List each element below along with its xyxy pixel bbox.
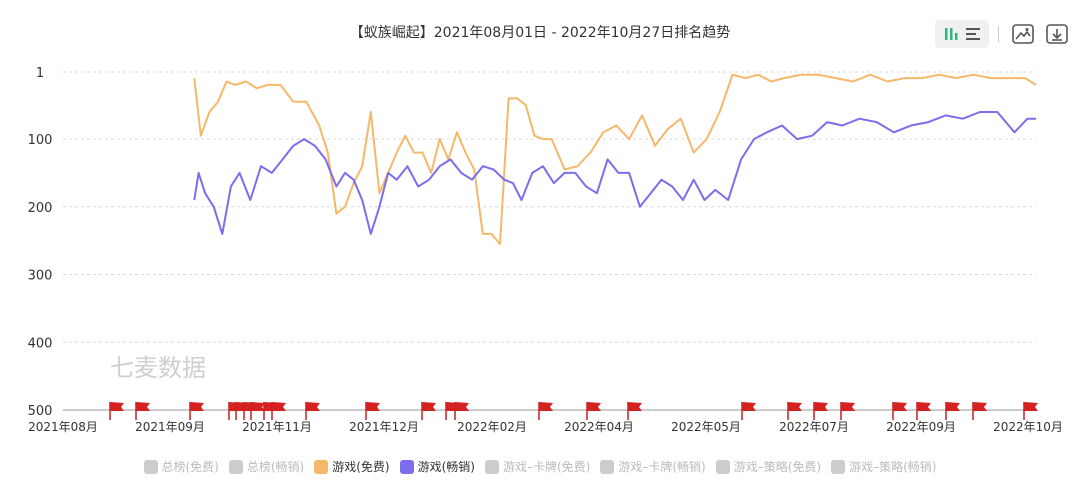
legend-item[interactable]: 游戏–策略(免费) xyxy=(715,458,822,475)
flag-cloth xyxy=(110,402,124,411)
event-flag xyxy=(305,402,320,420)
legend-item[interactable]: 总榜(免费) xyxy=(143,458,219,475)
legend-item[interactable]: 游戏(畅销) xyxy=(399,458,475,475)
x-tick-label: 2022年07月 xyxy=(779,420,849,434)
x-tick-label: 2022年05月 xyxy=(671,420,741,434)
legend-item[interactable]: 游戏–卡牌(畅销) xyxy=(600,458,706,475)
event-flag xyxy=(538,402,553,420)
y-tick-label: 400 xyxy=(28,336,53,351)
series-line-game-free xyxy=(193,73,1037,245)
legend-label: 游戏–卡牌(免费) xyxy=(503,460,591,474)
y-tick-label: 100 xyxy=(28,133,53,148)
legend-swatch xyxy=(831,459,846,474)
legend-item[interactable]: 游戏–卡牌(免费) xyxy=(485,458,590,475)
event-flag xyxy=(972,402,987,420)
flag-cloth xyxy=(272,402,286,411)
flag-cloth xyxy=(587,402,601,411)
event-flag xyxy=(271,402,286,420)
event-flag xyxy=(840,402,855,420)
event-flag xyxy=(813,402,828,420)
series-line-game-grossing xyxy=(193,111,1036,235)
flag-cloth xyxy=(366,402,380,411)
download-icon[interactable] xyxy=(1045,22,1069,46)
legend-item[interactable]: 总榜(畅销) xyxy=(228,458,305,475)
legend-item[interactable]: 游戏(免费) xyxy=(314,458,390,475)
event-flag xyxy=(454,402,469,420)
legend-swatch xyxy=(314,459,329,474)
event-flag xyxy=(627,402,642,420)
bar-view-icon[interactable] xyxy=(941,24,961,44)
flag-cloth xyxy=(136,402,150,411)
legend-swatch xyxy=(715,459,730,474)
flag-cloth xyxy=(973,402,987,411)
y-tick-label: 200 xyxy=(28,201,53,216)
toolbar-divider xyxy=(998,26,999,42)
legend-label: 总榜(免费) xyxy=(161,460,219,474)
flag-cloth xyxy=(190,402,204,411)
legend-label: 游戏–策略(免费) xyxy=(733,460,822,474)
legend-label: 游戏–卡牌(畅销) xyxy=(618,460,706,474)
watermark: 七麦数据 xyxy=(110,354,206,382)
x-tick-label: 2021年12月 xyxy=(349,420,419,434)
legend: 总榜(免费) 总榜(畅销) 游戏(免费) 游戏(畅销) 游戏–卡牌(免费) 游戏–卡牌(畅… xyxy=(0,458,1080,475)
flag-cloth xyxy=(841,402,855,411)
view-toggle xyxy=(935,20,989,48)
flag-cloth xyxy=(455,402,469,411)
legend-label: 总榜(畅销) xyxy=(246,460,305,474)
image-save-icon[interactable] xyxy=(1011,22,1035,46)
legend-swatch xyxy=(485,459,499,474)
event-flag xyxy=(421,402,436,420)
y-tick-label: 500 xyxy=(28,404,53,419)
legend-label: 游戏(畅销) xyxy=(417,460,475,474)
flag-cloth xyxy=(814,402,828,411)
event-flag xyxy=(1023,402,1038,420)
flag-cloth xyxy=(251,402,265,411)
x-tick-label: 2022年02月 xyxy=(457,420,527,434)
flag-cloth xyxy=(742,402,756,411)
event-flags xyxy=(109,402,1038,420)
x-tick-label: 2021年08月 xyxy=(28,420,98,434)
flag-cloth xyxy=(788,402,802,411)
event-flag xyxy=(892,402,907,420)
event-flag xyxy=(109,402,124,420)
flag-cloth xyxy=(539,402,553,411)
event-flag xyxy=(945,402,960,420)
legend-swatch xyxy=(143,459,158,474)
y-axis: 1 100 200 300 400 500 xyxy=(28,66,53,419)
x-tick-label: 2022年04月 xyxy=(564,420,634,434)
flag-cloth xyxy=(628,402,642,411)
event-flag xyxy=(787,402,802,420)
event-flag xyxy=(586,402,601,420)
flag-cloth xyxy=(946,402,960,411)
flag-cloth xyxy=(422,402,436,411)
legend-label: 游戏(免费) xyxy=(332,460,390,474)
legend-swatch xyxy=(228,459,243,474)
flag-cloth xyxy=(917,402,931,411)
x-tick-label: 2021年09月 xyxy=(135,420,205,434)
event-flag xyxy=(135,402,150,420)
y-tick-label: 300 xyxy=(28,269,53,284)
x-axis: 2021年08月 2021年09月 2021年11月 2021年12月 2022年02月… xyxy=(28,409,1063,434)
x-tick-label: 2022年09月 xyxy=(886,420,956,434)
legend-item[interactable]: 游戏–策略(畅销) xyxy=(831,458,937,475)
flag-cloth xyxy=(893,402,907,411)
series-lines xyxy=(193,73,1037,245)
legend-label: 游戏–策略(畅销) xyxy=(849,460,937,474)
legend-swatch xyxy=(399,459,414,474)
event-flag xyxy=(741,402,756,420)
list-view-icon[interactable] xyxy=(963,24,983,44)
event-flag xyxy=(916,402,931,420)
flag-cloth xyxy=(1024,402,1038,411)
event-flag xyxy=(189,402,204,420)
x-tick-label: 2022年10月 xyxy=(993,420,1063,434)
y-tick-label: 1 xyxy=(36,66,44,81)
event-flag xyxy=(365,402,380,420)
flag-cloth xyxy=(306,402,320,411)
chart-title: 【蚁族崛起】2021年08月01日 - 2022年10月27日排名趋势 xyxy=(349,25,731,41)
rank-trend-chart: 1 100 200 300 400 500 2021年08月 2021年09月 2021年11… xyxy=(28,66,1063,434)
event-flag xyxy=(250,402,265,420)
legend-swatch xyxy=(600,459,615,474)
x-tick-label: 2021年11月 xyxy=(242,420,312,434)
